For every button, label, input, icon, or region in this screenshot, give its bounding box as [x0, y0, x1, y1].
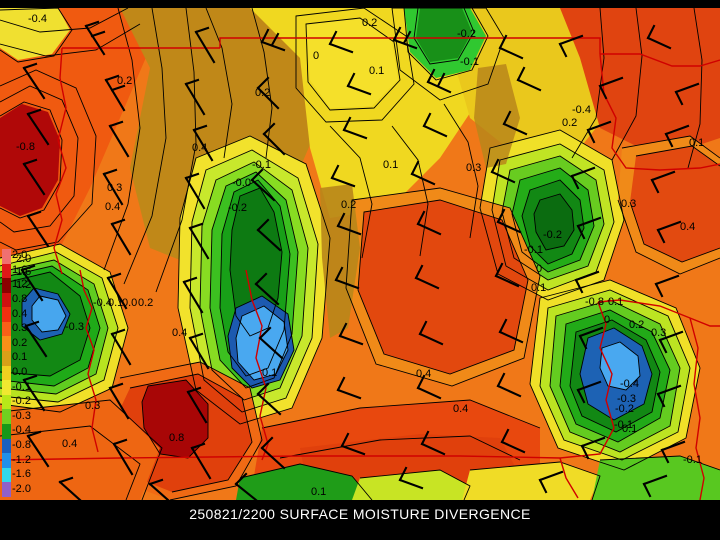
- color-swatch: [2, 307, 11, 322]
- top-border-band: [0, 0, 720, 8]
- fill-band: [0, 400, 160, 500]
- color-swatch: [2, 263, 11, 279]
- color-swatch: [2, 423, 11, 439]
- map-plot-area[interactable]: -0.4 0.2 0.2 0.2 0.1 -0.2 -0.1 0 -0.4 0.2 0.1 -0.8 0…: [0, 8, 720, 500]
- color-swatch: [2, 292, 11, 308]
- min-core-ltblue: [236, 306, 288, 380]
- fill-blob: [0, 8, 70, 60]
- color-swatch: [2, 409, 11, 424]
- contour-lines: [0, 8, 720, 500]
- max-core-red: [358, 200, 528, 374]
- min-core-darkgreen: [534, 194, 574, 250]
- wind-barbs: [20, 20, 700, 500]
- color-swatch: [2, 394, 11, 410]
- fill-band: [474, 64, 520, 168]
- fill-darkgreen: [416, 8, 472, 62]
- max-core-red: [630, 146, 720, 262]
- color-swatch: [2, 453, 11, 468]
- fill-band: [320, 184, 360, 338]
- color-swatch: [2, 336, 11, 352]
- contour-field-svg: [0, 8, 720, 500]
- color-swatch: [2, 482, 11, 497]
- fill-yellow: [462, 462, 600, 500]
- color-swatch: [2, 249, 11, 264]
- chart-title: 250821/2200 SURFACE MOISTURE DIVERGENCE: [189, 506, 531, 522]
- state-boundaries: [0, 37, 720, 500]
- min-core-ltblue: [600, 342, 640, 390]
- max-center-nw: [0, 104, 60, 216]
- min-core-darkgreen: [230, 188, 282, 336]
- color-swatch: [2, 380, 11, 395]
- fill-green: [236, 464, 370, 500]
- min-core-ltblue: [32, 296, 66, 332]
- fill-green: [592, 456, 720, 500]
- color-swatch: [2, 321, 11, 337]
- color-swatch: [2, 365, 11, 381]
- color-swatch: [2, 438, 11, 454]
- color-swatch: [2, 351, 11, 366]
- fill-blob: [306, 18, 398, 108]
- color-swatch: [2, 278, 11, 293]
- fill-band: [120, 8, 330, 268]
- title-bar: 250821/2200 SURFACE MOISTURE DIVERGENCE: [0, 500, 720, 540]
- color-swatch: [2, 467, 11, 483]
- color-scale-bar[interactable]: [2, 249, 11, 497]
